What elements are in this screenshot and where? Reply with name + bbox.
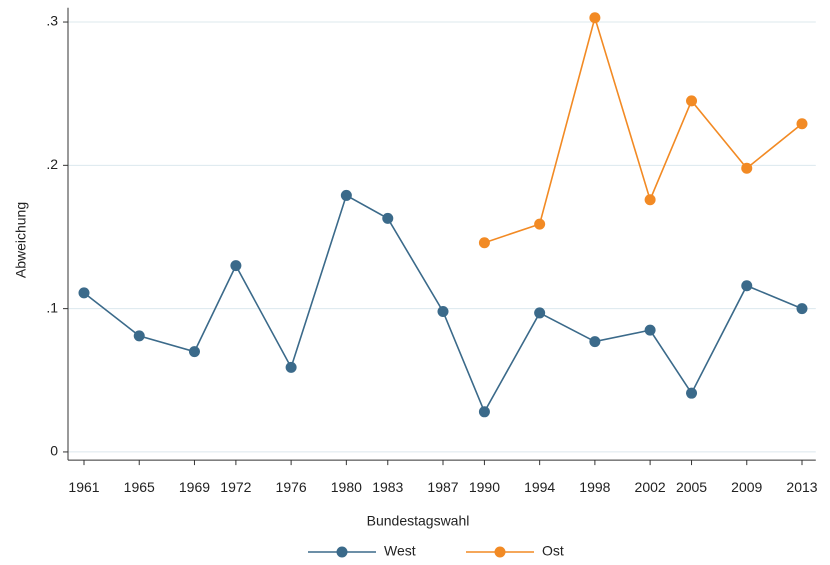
data-point (478, 237, 490, 249)
x-tick-label: 2013 (786, 479, 817, 495)
x-axis-title: Bundestagswahl (367, 513, 470, 529)
data-point (589, 12, 601, 24)
x-tick-label: 2002 (635, 479, 666, 495)
x-tick-label: 2009 (731, 479, 762, 495)
data-point (382, 212, 394, 224)
legend-marker (494, 546, 506, 558)
data-point (534, 307, 546, 319)
data-point (686, 387, 698, 399)
series-line (83, 194, 803, 414)
x-tick-label: 2005 (676, 479, 707, 495)
x-tick-label: 1961 (68, 479, 99, 495)
legend-label: West (384, 543, 416, 559)
data-point (741, 162, 753, 174)
data-point (644, 194, 656, 206)
series-line (484, 14, 803, 244)
x-tick-label: 1983 (372, 479, 403, 495)
x-tick-label: 1998 (579, 479, 610, 495)
data-point (133, 330, 145, 342)
legend-marker (336, 546, 348, 558)
data-point (478, 406, 490, 418)
data-point (437, 305, 449, 317)
data-point (644, 324, 656, 336)
x-tick-label: 1965 (124, 479, 155, 495)
data-point (589, 336, 601, 348)
data-point (78, 287, 90, 299)
y-tick-label: .2 (46, 156, 58, 172)
legend-label: Ost (542, 543, 564, 559)
data-point (285, 361, 297, 373)
y-axis-title: Abweichung (13, 202, 29, 278)
data-point (230, 260, 242, 272)
x-tick-label: 1976 (276, 479, 307, 495)
data-point (188, 346, 200, 358)
x-tick-label: 1987 (427, 479, 458, 495)
x-tick-label: 1994 (524, 479, 555, 495)
y-tick-label: .1 (46, 299, 58, 315)
x-tick-label: 1990 (469, 479, 500, 495)
data-point (741, 280, 753, 292)
data-point (534, 218, 546, 230)
y-tick-label: .3 (46, 13, 58, 29)
x-tick-label: 1972 (220, 479, 251, 495)
data-point (686, 95, 698, 107)
data-point (796, 303, 808, 315)
data-point (340, 189, 352, 201)
x-tick-label: 1980 (331, 479, 362, 495)
y-tick-label: 0 (50, 443, 58, 459)
x-tick-label: 1969 (179, 479, 210, 495)
data-point (796, 118, 808, 130)
